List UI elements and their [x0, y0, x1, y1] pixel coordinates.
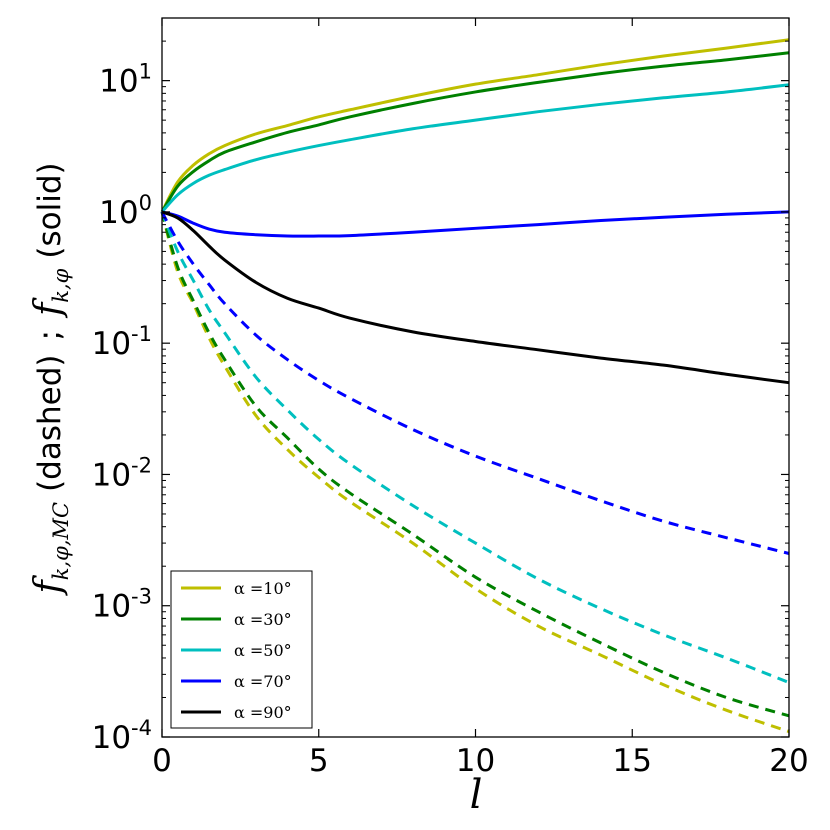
y-tick-label: 10-3 — [92, 585, 152, 625]
x-tick-label: 5 — [309, 743, 329, 779]
series-line-2-solid — [160, 83, 790, 213]
series-line-1-solid — [160, 51, 790, 213]
legend-label: α =30° — [234, 610, 292, 629]
x-tick-label: 15 — [613, 743, 652, 779]
y-label-solid-subscript: k,φ — [49, 268, 73, 302]
x-tick-label: 0 — [152, 743, 172, 779]
series-line-4-solid — [161, 210, 790, 385]
y-label-solid-text: (solid) — [32, 162, 68, 258]
legend-label: α =50° — [234, 641, 292, 660]
y-tick-label: 101 — [99, 60, 152, 100]
plot-frame — [161, 17, 790, 738]
y-tick-label: 100 — [99, 191, 152, 231]
series-line-8-dashed — [160, 211, 790, 555]
x-tick-label: 20 — [769, 743, 808, 779]
series-line-6-dashed — [160, 211, 790, 718]
y-tick-label: 10-4 — [92, 716, 152, 756]
series-line-5-dashed — [160, 211, 790, 733]
series-line-3-solid — [161, 210, 790, 238]
legend: α =10° α =30° α =50° α =70° α =90° — [170, 570, 313, 729]
x-tick-label: 10 — [456, 743, 495, 779]
series-layer — [160, 38, 790, 733]
legend-label: α =10° — [234, 579, 292, 598]
y-label-mc-text: (dashed) — [32, 355, 68, 492]
legend-label: α =90° — [234, 703, 292, 722]
y-tick-label: 10-2 — [92, 453, 152, 493]
series-line-7-dashed — [160, 211, 790, 684]
tick-layer: 0 5 10 15 20 10-4 10-3 10-2 10-1 100 101 — [92, 17, 809, 779]
y-tick-label: 10-1 — [92, 322, 152, 362]
x-axis-label: l — [470, 772, 483, 818]
y-axis-label: fk,φ,MC(dashed);fk,φ(solid) — [28, 162, 73, 596]
y-label-mc-subscript: k,φ,MC — [49, 502, 73, 580]
svg-text:fk,φ,MC(dashed);fk,φ(solid): fk,φ,MC(dashed);fk,φ(solid) — [28, 162, 73, 596]
y-label-separator: ; — [32, 330, 68, 340]
legend-label: α =70° — [234, 672, 292, 691]
series-line-0-solid — [160, 38, 790, 213]
